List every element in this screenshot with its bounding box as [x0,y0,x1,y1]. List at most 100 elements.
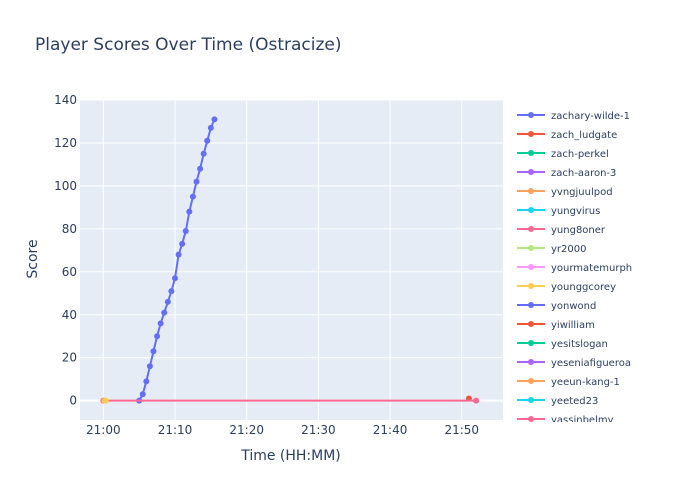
x-tick-label: 21:50 [444,423,479,437]
legend-label: zach_ludgate [551,130,617,141]
legend-label: yiwilliam [551,320,595,331]
legend-item-yr2000[interactable]: yr2000 [517,244,586,255]
y-tick-label: 100 [54,179,77,193]
gridlines [80,99,503,420]
legend-swatch-marker [528,150,534,156]
x-tick-label: 21:30 [301,423,336,437]
data-point [182,228,189,235]
series-zachary-wilde-1 [136,116,218,404]
legend-swatch-marker [528,340,534,346]
data-point [102,397,109,404]
legend-item-yung8oner[interactable]: yung8oner [517,225,606,236]
legend-label: zach-perkel [551,149,609,160]
data-point [168,288,175,295]
legend-item-yeeun-kang-1[interactable]: yeeun-kang-1 [517,377,620,388]
legend-swatch-marker [528,207,534,213]
legend-item-yassinbelmy[interactable]: yassinbelmy [517,415,614,426]
legend-swatch-marker [528,245,534,251]
chart-title: Player Scores Over Time (Ostracize) [35,35,342,55]
data-point [161,309,168,316]
legend-swatch-marker [528,169,534,175]
y-tick-label: 60 [62,265,77,279]
legend-swatch-marker [528,264,534,270]
x-tick-label: 21:00 [86,423,121,437]
legend-label: yourmatemurph [551,263,632,274]
data-point [139,391,146,398]
data-point [211,116,218,123]
legend-swatch-marker [528,188,534,194]
legend-swatch-marker [528,416,534,422]
data-point [157,320,164,327]
data-point [150,348,157,355]
data-point [143,378,150,385]
legend-swatch-marker [528,112,534,118]
legend-item-yungvirus[interactable]: yungvirus [517,206,600,217]
legend-item-zachary-wilde-1[interactable]: zachary-wilde-1 [517,111,630,122]
y-tick-label: 120 [54,136,77,150]
legend-swatch-marker [528,283,534,289]
y-axis-label: Score [25,239,41,278]
legend-swatch-marker [528,226,534,232]
data-point [146,363,153,370]
legend-label: yr2000 [551,244,586,255]
legend: zachary-wilde-1 zach_ludgate zach-perkel za… [517,111,632,426]
legend-item-yiwilliam[interactable]: yiwilliam [517,320,595,331]
series-line [138,118,216,402]
data-point [175,251,182,258]
legend-label: zachary-wilde-1 [551,111,630,122]
legend-label: yeeun-kang-1 [551,377,620,388]
legend-label: yeeted23 [551,396,598,407]
legend-item-yourmatemurph[interactable]: yourmatemurph [517,263,632,274]
x-tick-label: 21:40 [373,423,408,437]
data-point [193,178,200,185]
legend-item-zach-ludgate[interactable]: zach_ludgate [517,130,617,141]
legend-item-younggcorey[interactable]: younggcorey [517,282,616,293]
x-tick-label: 21:10 [158,423,193,437]
legend-label: yeseniafigueroa [551,358,631,369]
legend-swatch-marker [528,378,534,384]
legend-item-yvngjuulpod[interactable]: yvngjuulpod [517,187,613,198]
legend-item-yeeted23[interactable]: yeeted23 [517,396,598,407]
legend-item-zach-perkel[interactable]: zach-perkel [517,149,609,160]
legend-label: yung8oner [551,225,606,236]
legend-swatch-marker [528,302,534,308]
data-point [207,124,214,131]
series-younggcorey [101,397,109,404]
series-group [100,116,480,404]
legend-swatch-marker [528,359,534,365]
legend-item-zach-aaron-3[interactable]: zach-aaron-3 [517,168,616,179]
legend-label: yassinbelmy [551,415,614,426]
data-point [189,193,196,200]
legend-label: younggcorey [551,282,616,293]
legend-label: yungvirus [551,206,600,217]
legend-item-yeseniafigueroa[interactable]: yeseniafigueroa [517,358,631,369]
legend-label: yvngjuulpod [551,187,613,198]
data-point [197,165,204,172]
data-point [164,298,171,305]
y-tick-label: 140 [54,93,77,107]
legend-label: yonwond [551,301,596,312]
legend-label: zach-aaron-3 [551,168,616,179]
legend-swatch-marker [528,131,534,137]
x-axis-label: Time (HH:MM) [240,448,341,464]
y-tick-label: 40 [62,308,77,322]
legend-swatch-marker [528,397,534,403]
legend-item-yonwond[interactable]: yonwond [517,301,596,312]
x-tick-label: 21:20 [229,423,264,437]
legend-item-yesitslogan[interactable]: yesitslogan [517,339,608,350]
y-tick-label: 0 [69,394,77,408]
data-point [204,137,211,144]
data-point [171,275,178,282]
data-point [200,150,207,157]
data-point [186,208,193,215]
data-point [179,240,186,247]
legend-swatch-marker [528,321,534,327]
y-tick-label: 80 [62,222,77,236]
plot-background [80,100,503,420]
y-tick-label: 20 [62,351,77,365]
tick-labels: 0 20 40 60 80 100 120 140 21:00 21:10 21:20 21:30 21… [54,93,479,437]
data-point [473,397,480,404]
data-point [154,333,161,340]
